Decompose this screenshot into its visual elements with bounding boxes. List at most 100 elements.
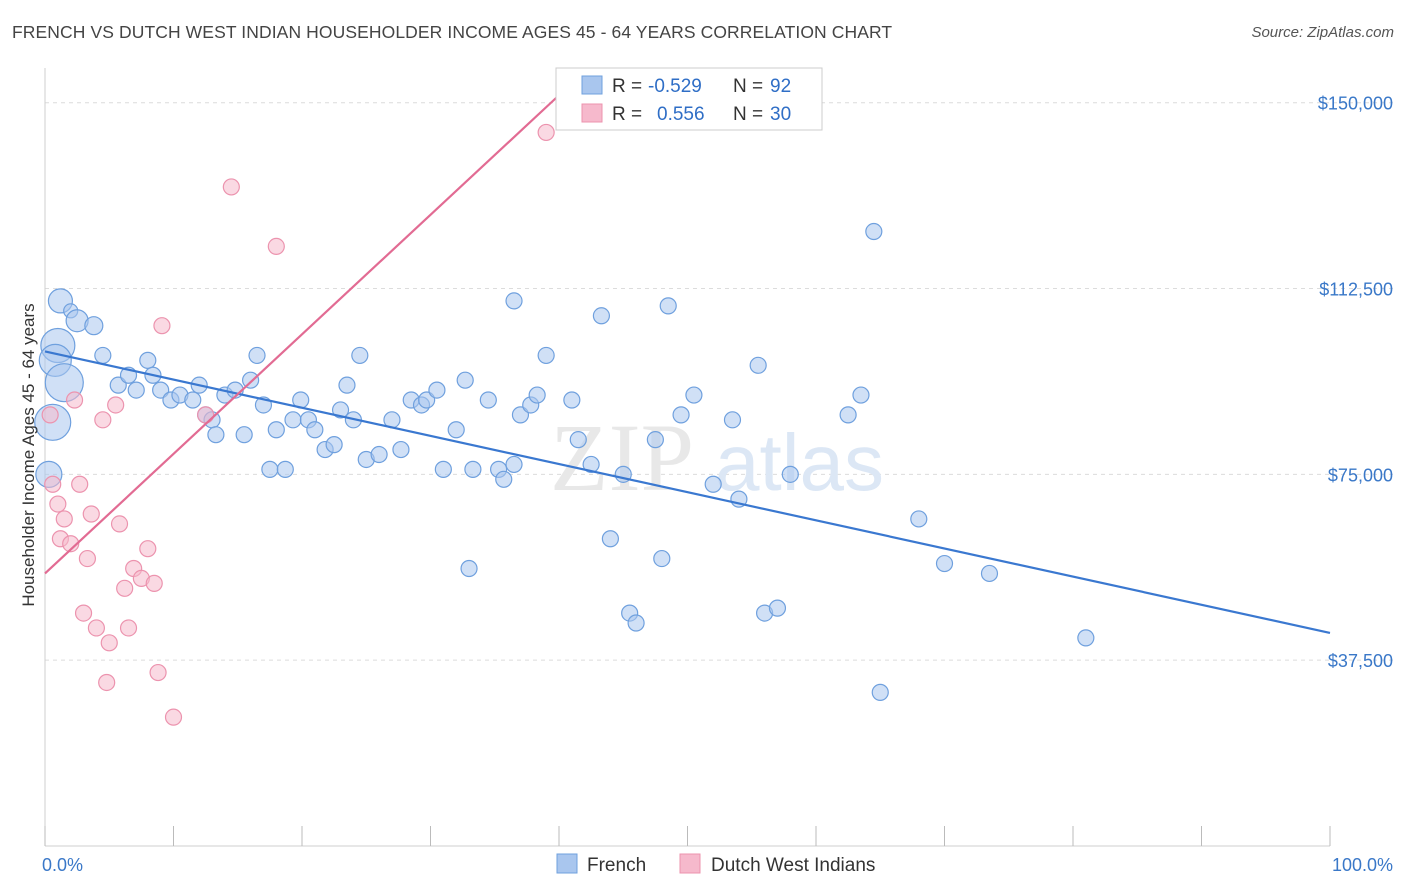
dutch-point xyxy=(149,663,167,682)
french-point xyxy=(434,460,452,478)
y-tick-label: $37,500 xyxy=(1328,651,1393,671)
bottom-legend-label-french: French xyxy=(587,855,646,876)
french-point xyxy=(261,460,279,478)
bottom-legend-label-dutch: Dutch West Indians xyxy=(711,855,875,876)
french-point xyxy=(184,391,202,409)
dutch-point xyxy=(94,411,112,429)
french-point xyxy=(505,292,523,310)
french-point xyxy=(511,406,530,424)
legend-n-label-dutch: N = xyxy=(733,104,763,125)
french-point xyxy=(464,460,482,478)
french-point xyxy=(582,455,600,474)
y-tick-label: $150,000 xyxy=(1318,94,1393,114)
french-point xyxy=(653,549,671,568)
french-point xyxy=(284,411,302,429)
y-tick-label: $112,500 xyxy=(1319,280,1393,300)
legend-r-label-french: R = xyxy=(612,76,642,97)
french-point xyxy=(569,431,587,449)
french-point xyxy=(704,475,722,493)
dutch-point xyxy=(65,391,84,409)
french-point xyxy=(325,436,343,454)
legend-swatch-dutch xyxy=(581,103,603,123)
french-point xyxy=(865,222,883,241)
dutch-point xyxy=(100,634,118,652)
dutch-point xyxy=(74,604,93,622)
dutch-point xyxy=(139,540,157,558)
french-point xyxy=(267,421,285,439)
dutch-point xyxy=(87,619,106,637)
dutch-point xyxy=(116,579,134,597)
dutch-point xyxy=(44,475,62,493)
y-tick-label: $75,000 xyxy=(1328,465,1393,485)
chart-title: FRENCH VS DUTCH WEST INDIAN HOUSEHOLDER … xyxy=(12,22,893,42)
french-point xyxy=(109,376,127,394)
dutch-point xyxy=(110,515,129,533)
french-point xyxy=(447,421,465,439)
dutch-point xyxy=(41,406,59,424)
french-point xyxy=(418,391,436,409)
dutch-point xyxy=(71,475,89,493)
legend-r-label-dutch: R = xyxy=(612,104,642,125)
series-french-points xyxy=(34,222,1095,701)
bottom-legend-swatch-french xyxy=(556,853,578,874)
x-tick-label-min: 0.0% xyxy=(42,855,83,875)
french-point xyxy=(672,406,690,424)
french-point xyxy=(768,599,787,617)
french-point xyxy=(685,386,703,404)
french-point xyxy=(646,431,664,449)
french-point xyxy=(505,455,523,474)
french-point xyxy=(152,381,170,399)
french-point xyxy=(627,614,645,632)
french-point xyxy=(601,530,620,548)
french-point xyxy=(331,401,350,419)
french-point xyxy=(460,559,478,578)
y-axis-label: Householder Income Ages 45 - 64 years xyxy=(19,303,38,606)
x-tick-label-max: 100.0% xyxy=(1332,855,1393,875)
trend-line-french xyxy=(44,350,1331,634)
dutch-point xyxy=(62,535,80,553)
french-point xyxy=(749,356,767,374)
french-point xyxy=(338,376,356,394)
legend-swatch-french xyxy=(581,75,603,95)
legend-n-value-dutch: 30 xyxy=(770,104,791,125)
french-point xyxy=(306,421,324,439)
french-point xyxy=(935,554,954,573)
french-point xyxy=(781,465,799,483)
bottom-legend-swatch-dutch xyxy=(679,853,701,874)
french-point xyxy=(871,683,889,701)
dutch-point xyxy=(537,123,555,142)
french-point xyxy=(139,351,157,369)
french-point xyxy=(392,440,410,459)
french-point xyxy=(980,564,999,583)
french-point xyxy=(839,406,857,424)
dutch-point xyxy=(164,708,183,726)
french-point xyxy=(428,381,446,399)
french-point xyxy=(235,426,253,444)
french-point xyxy=(351,346,369,365)
bottom-legend: French Dutch West Indians xyxy=(556,853,875,876)
french-point xyxy=(370,445,388,464)
dutch-point xyxy=(267,237,285,255)
french-point xyxy=(910,510,928,528)
french-point xyxy=(723,411,742,429)
french-point xyxy=(276,460,294,478)
watermark: ZIP atlas xyxy=(550,404,884,511)
dutch-point xyxy=(197,406,215,424)
dutch-point xyxy=(98,673,116,692)
dutch-point xyxy=(107,396,125,414)
french-point xyxy=(495,470,513,488)
dutch-point xyxy=(145,574,163,592)
watermark-zip: ZIP xyxy=(550,404,694,511)
french-point xyxy=(659,297,677,315)
french-point xyxy=(537,346,555,365)
legend: R = -0.529 N = 92 R = 0.556 N = 30 xyxy=(555,67,823,131)
french-point xyxy=(94,346,112,365)
source-credit: Source: ZipAtlas.com xyxy=(1251,24,1394,41)
french-point xyxy=(528,386,546,404)
legend-r-value-french: -0.529 xyxy=(648,76,702,97)
dutch-point xyxy=(119,619,138,637)
tick-labels: $37,500 $75,000 $112,500 $150,000 0.0% 100.0% xyxy=(42,94,1393,875)
series-dutch-points xyxy=(41,123,555,726)
legend-n-value-french: 92 xyxy=(770,76,791,97)
